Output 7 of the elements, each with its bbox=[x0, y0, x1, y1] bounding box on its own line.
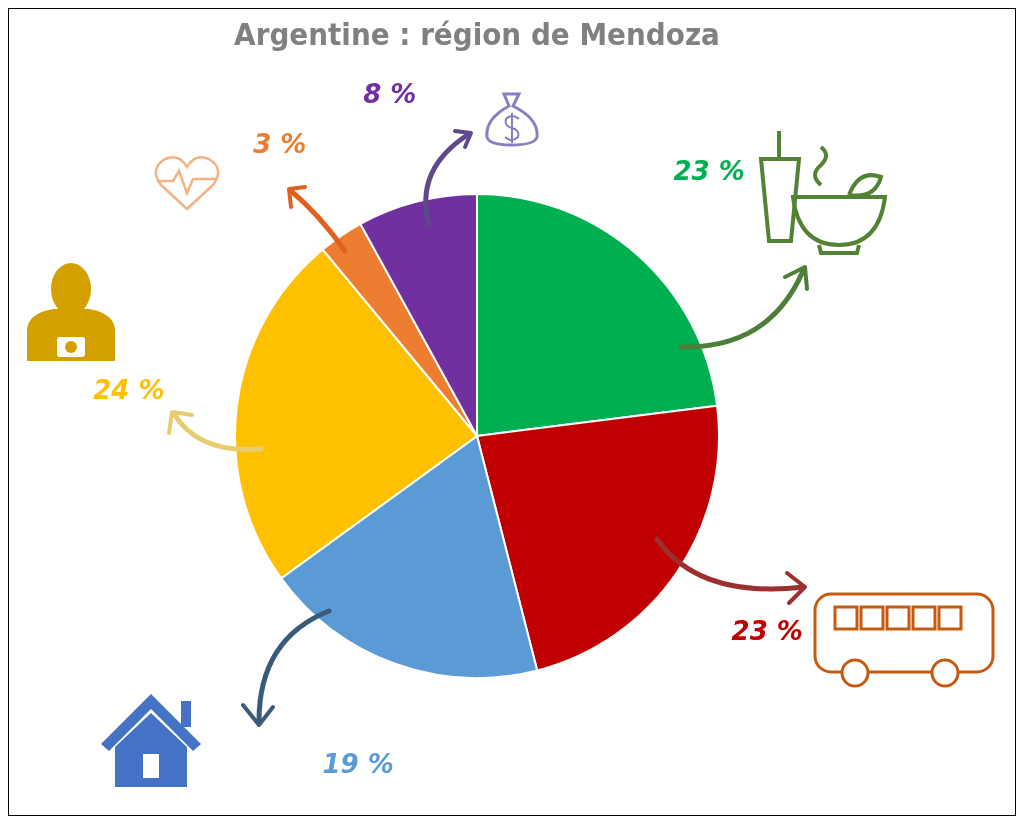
data-label: 24 % bbox=[93, 374, 165, 405]
data-label: 19 % bbox=[322, 748, 394, 779]
data-label: 8 % bbox=[363, 78, 417, 109]
data-label: 23 % bbox=[673, 155, 745, 186]
chart-title: Argentine : région de Mendoza bbox=[234, 16, 720, 53]
data-label: 23 % bbox=[731, 615, 803, 646]
data-label: 3 % bbox=[253, 128, 307, 159]
